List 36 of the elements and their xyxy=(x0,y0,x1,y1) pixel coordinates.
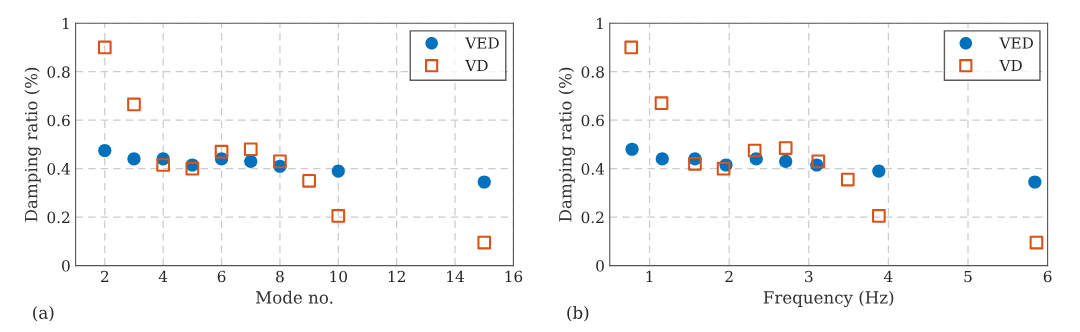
x-tick-label: 3 xyxy=(805,270,813,283)
y-tick-label: 1 xyxy=(597,17,603,30)
x-tick-label: 2 xyxy=(100,270,109,283)
x-tick-label: 6 xyxy=(1043,270,1052,283)
x-tick-label: 8 xyxy=(276,270,284,283)
x-tick-label: 10 xyxy=(330,270,348,283)
y-tick-label: 0.4 xyxy=(581,163,605,175)
x-tick-label: 14 xyxy=(447,270,465,283)
legend-label: VD xyxy=(999,59,1022,72)
y-tick-label: 0 xyxy=(596,260,604,272)
x-tick-label: 2 xyxy=(725,270,733,283)
y-tick-label: 0 xyxy=(62,260,70,272)
x-tick-label: 1 xyxy=(646,270,653,283)
x-tick-label: 4 xyxy=(884,270,893,283)
x-tick-label: 4 xyxy=(158,270,168,283)
y-tick-label: 0.8 xyxy=(47,66,70,78)
x-axis-title: Mode no. xyxy=(256,290,333,304)
text: (b) xyxy=(567,306,589,322)
x-tick-label: 12 xyxy=(388,270,405,283)
y-tick-label: 0.2 xyxy=(581,211,604,224)
legend-label: VD xyxy=(465,59,488,72)
y-tick-label: 1 xyxy=(62,17,69,30)
x-tick-label: 5 xyxy=(964,270,972,283)
x-axis-title: Frequency (Hz) xyxy=(763,290,894,308)
y-tick-label: 0.6 xyxy=(581,114,604,127)
y-tick-label: 0.4 xyxy=(47,163,70,175)
y-axis-title: Damping ratio (%) xyxy=(24,67,41,222)
x-tick-label: 6 xyxy=(217,270,226,283)
y-axis-title: Damping ratio (%) xyxy=(558,67,576,222)
legend-label: VED xyxy=(999,37,1033,49)
y-tick-label: 0.8 xyxy=(581,66,604,78)
text: (a) xyxy=(33,306,54,322)
legend-label: VED xyxy=(465,37,499,49)
y-tick-label: 0.2 xyxy=(47,211,70,224)
y-tick-label: 0.6 xyxy=(47,114,70,127)
x-tick-label: 16 xyxy=(505,270,523,283)
